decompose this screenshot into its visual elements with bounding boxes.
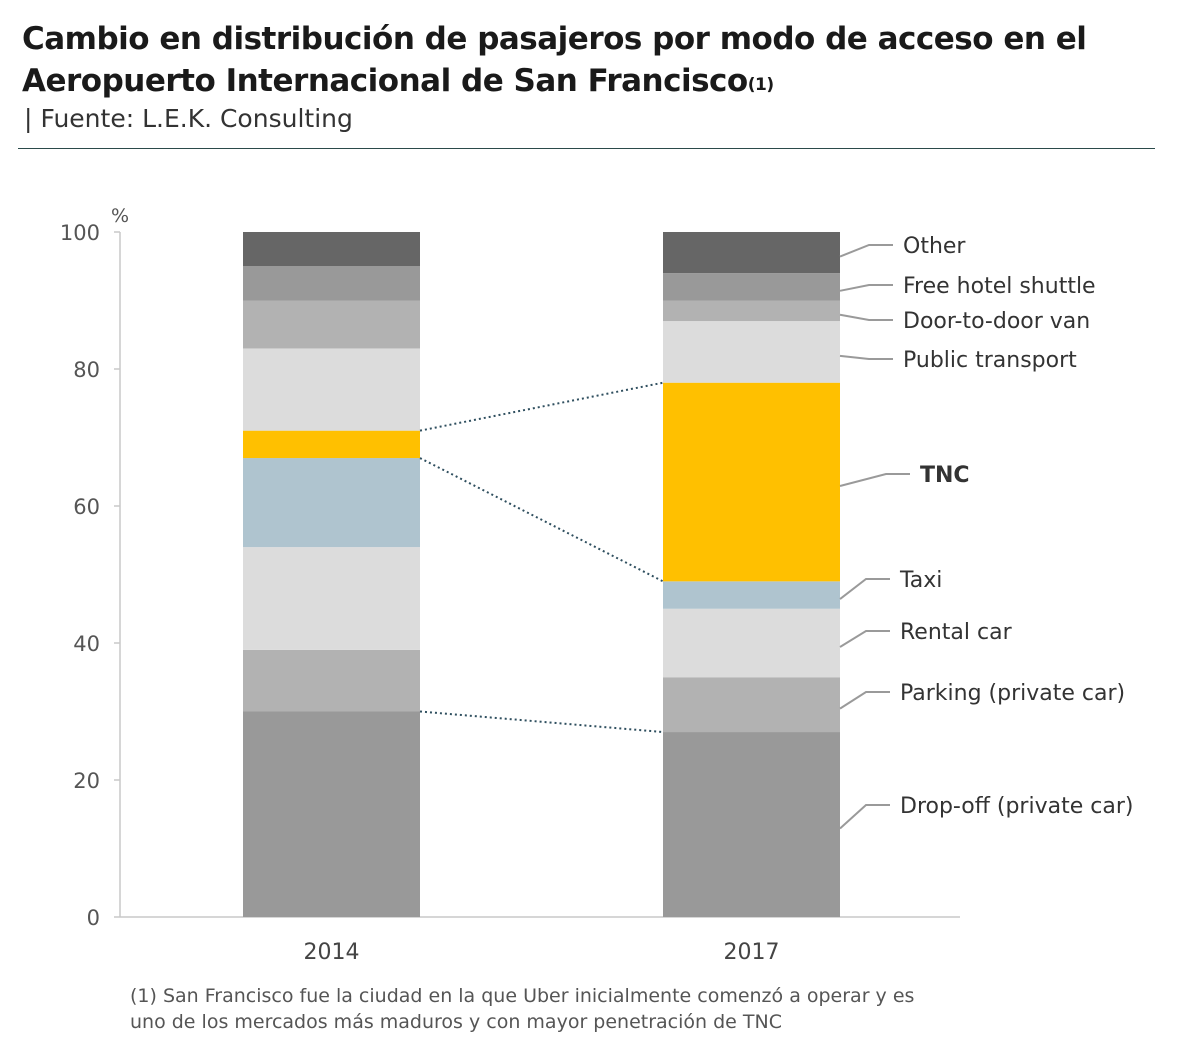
- series-label-public-transport: Public transport: [903, 348, 1077, 373]
- series-labels: Drop-off (private car) Parking (private c…: [839, 234, 1133, 830]
- bar-segment-public-transport: [243, 348, 420, 431]
- tnc-bottom-connector: [419, 457, 664, 583]
- bar-segment-free-hotel-shuttle: [663, 273, 840, 301]
- x-tick-label: 2014: [304, 940, 360, 965]
- series-label-drop-off-private-car: Drop-off (private car): [900, 794, 1133, 819]
- series-label-other: Other: [903, 234, 966, 259]
- y-tick-label: 0: [87, 906, 100, 930]
- bar-segment-drop-off-private-car: [663, 732, 840, 917]
- leader-line-door-to-door-van: [839, 313, 893, 321]
- bar-segment-tnc: [243, 430, 420, 459]
- bar-segment-parking-private-car: [243, 649, 420, 712]
- y-tick-label: 100: [60, 221, 100, 245]
- series-label-free-hotel-shuttle: Free hotel shuttle: [903, 274, 1096, 299]
- bar-segment-taxi: [243, 458, 420, 548]
- y-axis-unit-label: %: [111, 205, 129, 227]
- y-tick-label: 40: [73, 632, 100, 656]
- bar-segment-rental-car: [663, 608, 840, 678]
- bar-segment-tnc: [663, 382, 840, 582]
- bar-segment-public-transport: [663, 321, 840, 383]
- chart-title-text: Cambio en distribución de pasajeros por …: [22, 21, 1087, 99]
- header-divider: [18, 148, 1155, 149]
- source-separator: |: [24, 104, 33, 133]
- y-tick-label: 80: [73, 358, 100, 382]
- leader-line-parking-private-car: [839, 691, 890, 710]
- bar-segment-door-to-door-van: [243, 300, 420, 349]
- source-line: | Fuente: L.E.K. Consulting: [24, 104, 353, 133]
- series-label-parking-private-car: Parking (private car): [900, 681, 1125, 706]
- leader-line-drop-off-private-car: [839, 804, 890, 830]
- bar-segment-taxi: [663, 581, 840, 609]
- y-tick-label: 60: [73, 495, 100, 519]
- bar-segment-free-hotel-shuttle: [243, 266, 420, 301]
- title-footnote-marker: (1): [747, 75, 774, 95]
- source-text: Fuente: L.E.K. Consulting: [40, 104, 353, 133]
- footnote: (1) San Francisco fue la ciudad en la qu…: [130, 985, 915, 1033]
- x-tick-label: 2017: [724, 940, 780, 965]
- chart-title: Cambio en distribución de pasajeros por …: [22, 18, 1142, 102]
- tnc-top-connector: [419, 381, 664, 432]
- leader-line-public-transport: [839, 354, 893, 360]
- bar-segment-other: [663, 232, 840, 274]
- leader-line-tnc: [839, 473, 910, 487]
- chart-bars: [243, 232, 840, 917]
- series-label-door-to-door-van: Door-to-door van: [903, 309, 1090, 334]
- bar-segment-parking-private-car: [663, 677, 840, 733]
- series-label-tnc: TNC: [920, 463, 970, 488]
- leader-line-other: [839, 244, 893, 258]
- dropoff-top-connector: [419, 710, 664, 734]
- y-tick-label: 20: [73, 769, 100, 793]
- leader-line-taxi: [839, 578, 890, 600]
- tnc-connectors: [419, 381, 664, 734]
- leader-line-free-hotel-shuttle: [839, 284, 893, 292]
- series-label-rental-car: Rental car: [900, 620, 1013, 645]
- bar-segment-other: [243, 232, 420, 267]
- bar-segment-rental-car: [243, 547, 420, 650]
- leader-line-rental-car: [839, 630, 890, 648]
- bar-segment-door-to-door-van: [663, 300, 840, 322]
- bar-segment-drop-off-private-car: [243, 711, 420, 917]
- series-label-taxi: Taxi: [899, 568, 942, 593]
